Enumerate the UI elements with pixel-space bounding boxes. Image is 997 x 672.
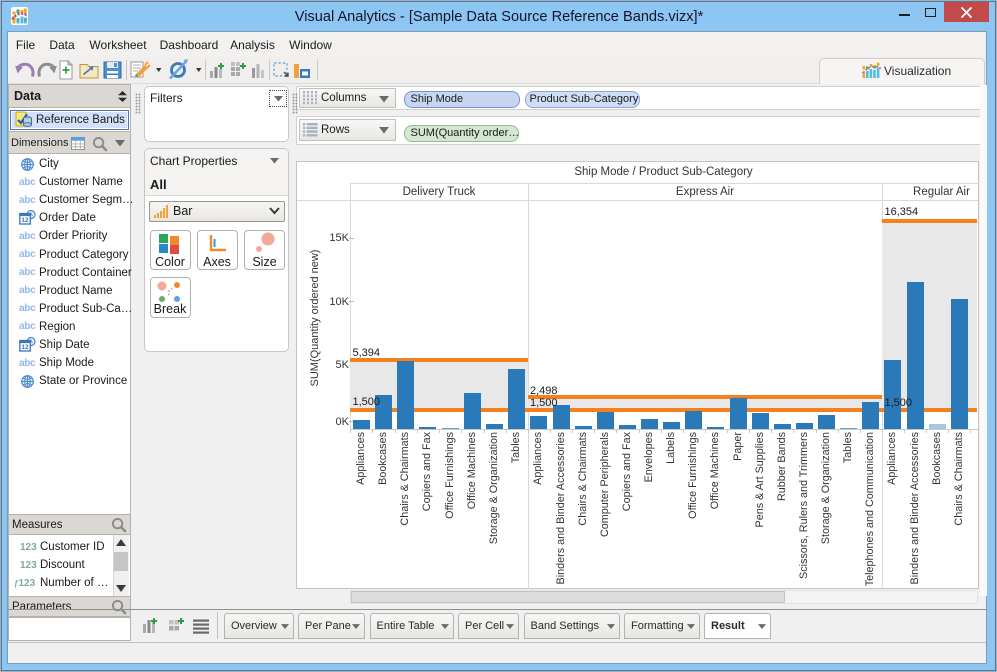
svg-text:12: 12 — [21, 217, 29, 224]
svg-text:12: 12 — [21, 344, 29, 351]
